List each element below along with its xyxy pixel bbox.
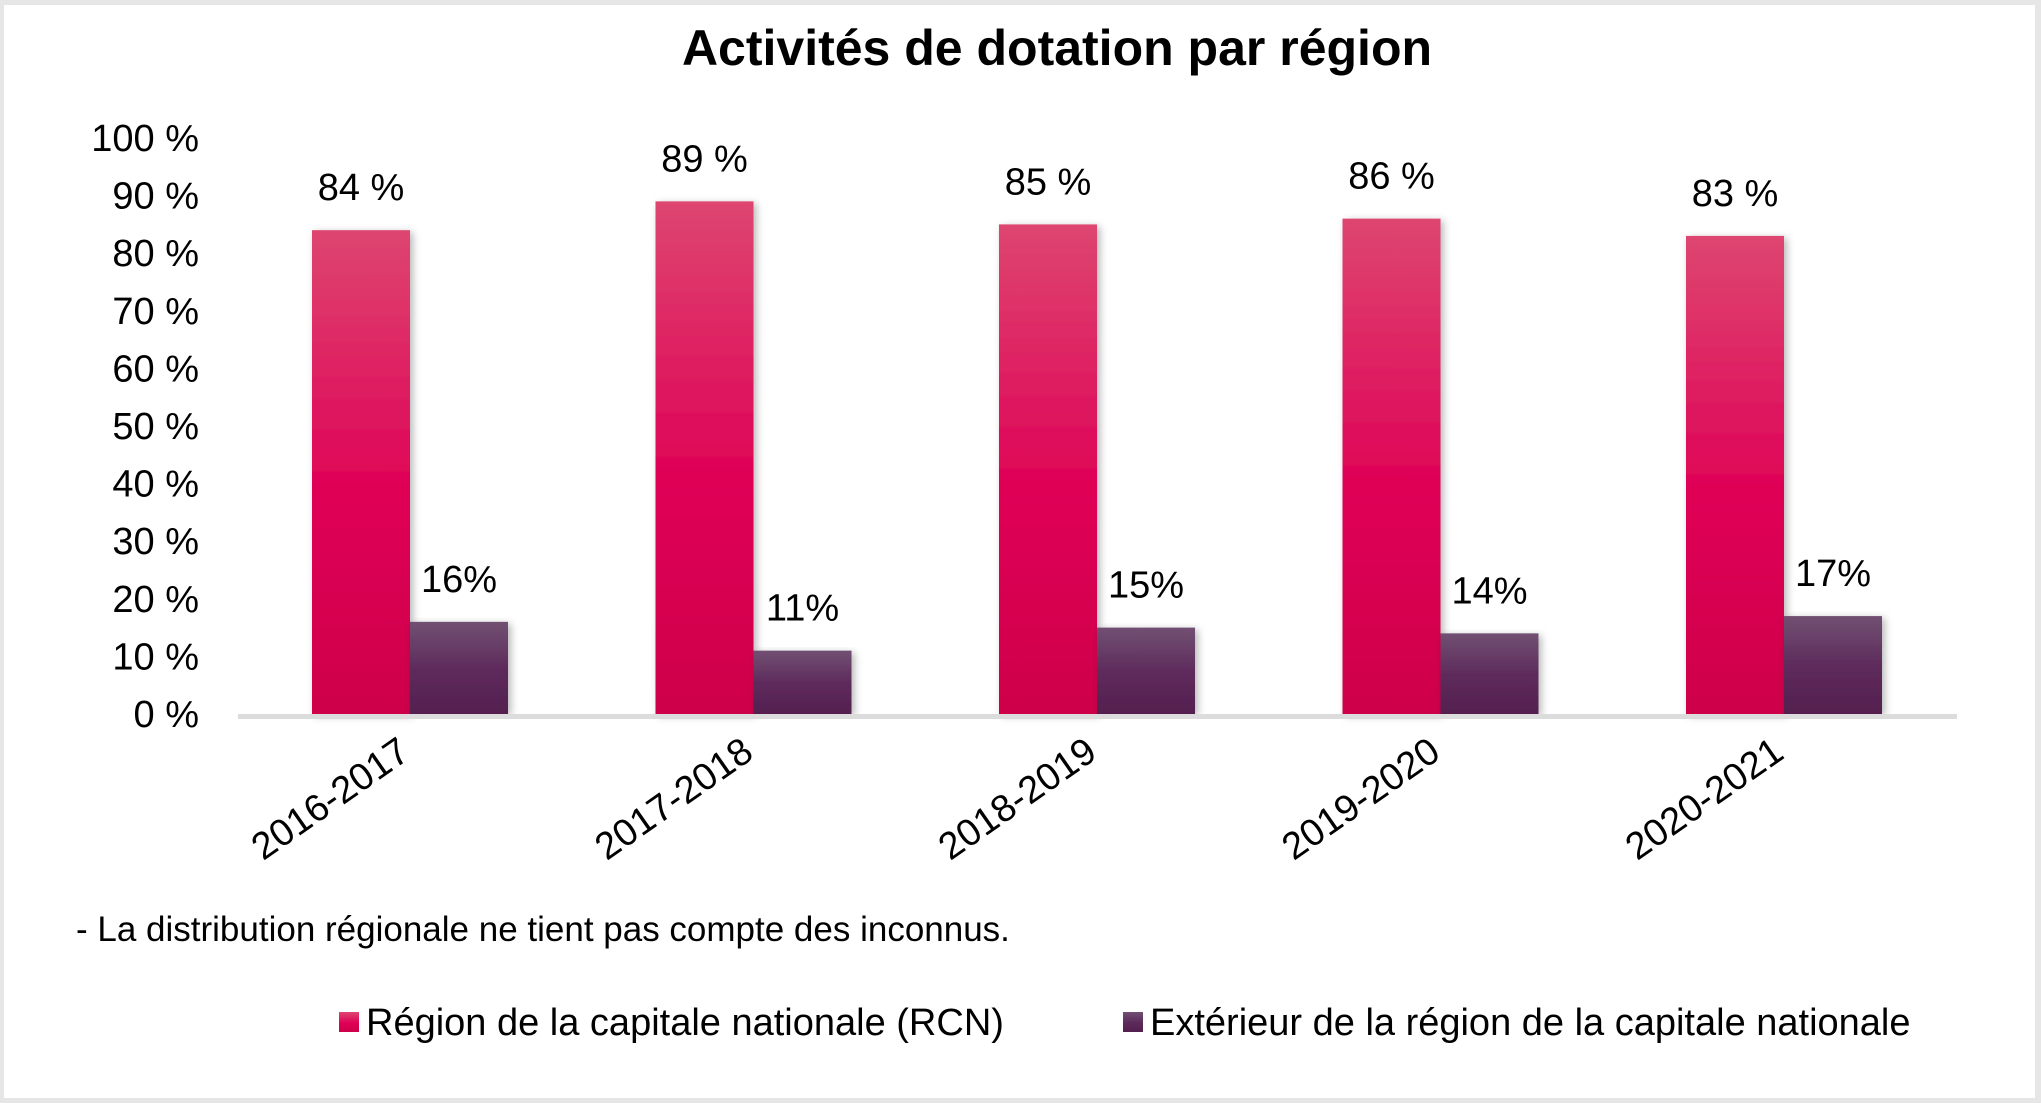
bar-rcn-2019-2020 xyxy=(1342,218,1441,714)
data-label: 86 % xyxy=(1348,156,1435,198)
y-tick-label: 10 % xyxy=(112,636,199,678)
data-labels-group: 84 % 16% 89 % 11% 85 % 15% 86 % 14% 83 % 17% xyxy=(318,138,1871,629)
legend-swatch-rcn xyxy=(339,1012,359,1032)
y-tick-label: 90 % xyxy=(112,176,199,218)
x-tick-label: 2020-2021 xyxy=(1618,730,1791,869)
bar-rcn-2018-2019 xyxy=(999,224,1097,714)
data-label: 14% xyxy=(1451,570,1527,612)
y-tick-label: 50 % xyxy=(112,406,199,448)
y-tick-label: 80 % xyxy=(112,233,199,275)
bar-rcn-2020-2021 xyxy=(1686,235,1784,715)
x-tick-label: 2019-2020 xyxy=(1275,730,1448,869)
y-tick-label: 0 % xyxy=(134,694,199,736)
bar-chart: Activités de dotation par région 0 % 10 %… xyxy=(76,20,1957,1044)
footnote: - La distribution régionale ne tient pas… xyxy=(76,910,1010,949)
chart-title: Activités de dotation par région xyxy=(682,20,1432,76)
legend-swatch-outside-rcn xyxy=(1123,1012,1143,1032)
bar-outside-rcn-2016-2017 xyxy=(410,621,508,714)
y-axis: 0 % 10 % 20 % 30 % 40 % 50 % 60 % 70 % 80 % 90 % 1… xyxy=(91,118,199,736)
x-tick-label: 2018-2019 xyxy=(931,730,1104,869)
y-tick-label: 60 % xyxy=(112,348,199,390)
data-label: 83 % xyxy=(1692,173,1779,215)
legend-label-outside-rcn: Extérieur de la région de la capitale na… xyxy=(1150,1002,1911,1044)
bar-outside-rcn-2020-2021 xyxy=(1784,616,1882,714)
bars-group xyxy=(312,201,1882,715)
x-axis: 2016-2017 2017-2018 2018-2019 2019-2020 2020… xyxy=(244,730,1791,869)
chart-frame: Activités de dotation par région 0 % 10 %… xyxy=(4,5,2035,1098)
data-label: 84 % xyxy=(318,167,405,209)
x-tick-label: 2016-2017 xyxy=(244,730,417,869)
y-tick-label: 70 % xyxy=(112,291,199,333)
data-label: 11% xyxy=(766,588,839,630)
y-tick-label: 30 % xyxy=(112,521,199,563)
x-axis-line xyxy=(238,714,1957,719)
data-label: 16% xyxy=(421,559,497,601)
legend: Région de la capitale nationale (RCN) Ex… xyxy=(339,1002,1911,1044)
bar-outside-rcn-2019-2020 xyxy=(1440,633,1539,714)
data-label: 85 % xyxy=(1005,161,1092,203)
legend-item-outside-rcn[interactable]: Extérieur de la région de la capitale na… xyxy=(1123,1002,1911,1044)
y-tick-label: 100 % xyxy=(91,118,199,160)
bar-outside-rcn-2017-2018 xyxy=(753,650,852,714)
bar-rcn-2017-2018 xyxy=(655,201,754,715)
bar-rcn-2016-2017 xyxy=(312,230,410,714)
legend-item-rcn[interactable]: Région de la capitale nationale (RCN) xyxy=(339,1002,1004,1044)
data-label: 17% xyxy=(1795,553,1871,595)
data-label: 89 % xyxy=(661,138,748,180)
data-label: 15% xyxy=(1108,565,1184,607)
legend-label-rcn: Région de la capitale nationale (RCN) xyxy=(366,1002,1004,1044)
x-tick-label: 2017-2018 xyxy=(588,730,761,869)
y-tick-label: 40 % xyxy=(112,464,199,506)
y-tick-label: 20 % xyxy=(112,579,199,621)
bar-outside-rcn-2018-2019 xyxy=(1097,627,1195,714)
